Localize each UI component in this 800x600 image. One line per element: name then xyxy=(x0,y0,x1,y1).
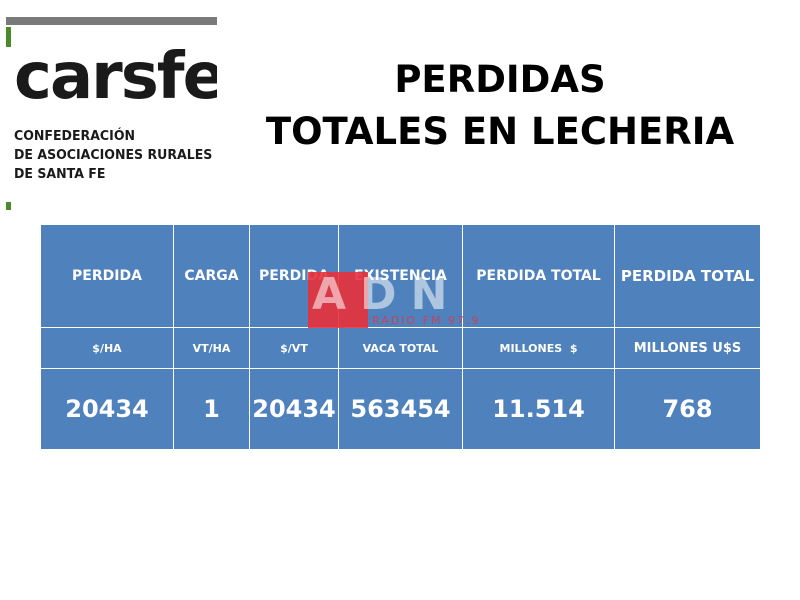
unit-cell: $/VT xyxy=(249,327,339,369)
value-cell: 768 xyxy=(614,368,761,450)
unit-cell: VACA TOTAL xyxy=(338,327,463,369)
table-value-row: 20434 1 20434 563454 11.514 768 xyxy=(40,368,761,450)
logo-green-mark-bottom xyxy=(6,202,11,210)
header-cell: EXISTENCIA xyxy=(338,224,463,328)
carsfe-logo: carsfe CONFEDERACIÓN DE ASOCIACIONES RUR… xyxy=(6,17,217,210)
value-cell: 1 xyxy=(173,368,250,450)
value-cell: 563454 xyxy=(338,368,463,450)
logo-wordmark: carsfe xyxy=(14,40,217,114)
title-line-2: TOTALES EN LECHERIA xyxy=(265,110,735,153)
losses-table: PERDIDA CARGA PERDIDA EXISTENCIA PERDIDA… xyxy=(40,224,761,450)
table-unit-row: $/HA VT/HA $/VT VACA TOTAL MILLONES $ MI… xyxy=(40,327,761,369)
logo-top-bar xyxy=(6,17,217,25)
header-cell: PERDIDA TOTAL xyxy=(462,224,615,328)
unit-cell: $/HA xyxy=(40,327,174,369)
header-cell: PERDIDA xyxy=(40,224,174,328)
slide-title: PERDIDAS TOTALES EN LECHERIA xyxy=(250,54,750,158)
logo-subtitle-line-2: DE ASOCIACIONES RURALES xyxy=(14,147,213,163)
logo-subtitle-line-3: DE SANTA FE xyxy=(14,166,106,182)
value-cell: 20434 xyxy=(249,368,339,450)
logo-green-mark-top xyxy=(6,27,11,47)
header-cell: PERDIDA xyxy=(249,224,339,328)
logo-subtitle: CONFEDERACIÓN DE ASOCIACIONES RURALES DE… xyxy=(14,127,217,184)
unit-cell: MILLONES $ xyxy=(462,327,615,369)
unit-cell: VT/HA xyxy=(173,327,250,369)
logo-subtitle-line-1: CONFEDERACIÓN xyxy=(14,128,136,144)
unit-cell: MILLONES U$S xyxy=(614,327,761,369)
header-cell: PERDIDA TOTAL xyxy=(614,224,761,328)
table-header-row: PERDIDA CARGA PERDIDA EXISTENCIA PERDIDA… xyxy=(40,224,761,328)
value-cell: 11.514 xyxy=(462,368,615,450)
value-cell: 20434 xyxy=(40,368,174,450)
title-line-1: PERDIDAS xyxy=(394,58,606,101)
header-cell: CARGA xyxy=(173,224,250,328)
